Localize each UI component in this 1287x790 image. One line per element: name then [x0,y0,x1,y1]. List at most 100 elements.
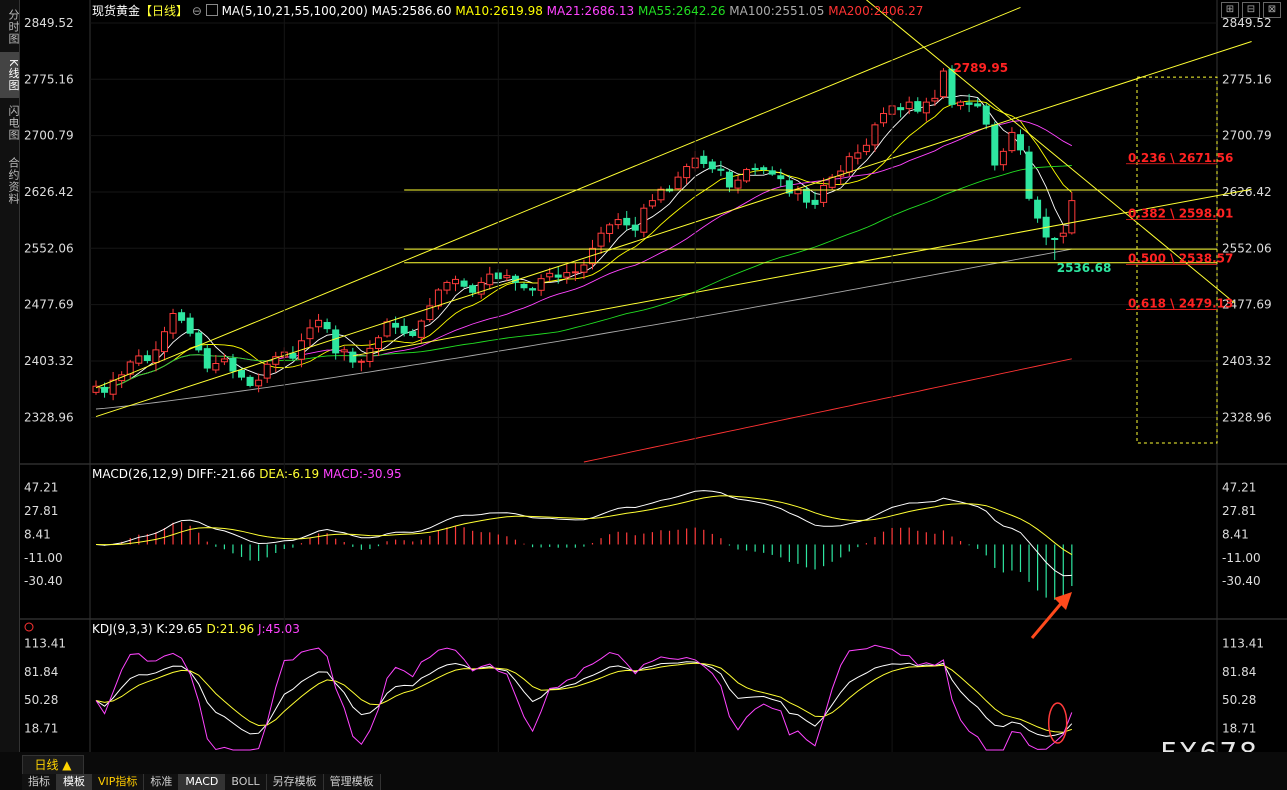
kdj-k: K:29.65 [156,622,203,636]
macd-header: MACD(26,12,9) DIFF:-21.66 DEA:-6.19 MACD… [92,467,402,481]
candle-body [374,337,382,349]
candle-body [109,379,117,395]
bottom-tab-4[interactable]: MACD [179,774,226,790]
macd-tick-right: -11.00 [1222,551,1261,565]
template-tabs: 指标 模板 VIP指标 标准 MACD BOLL 另存模板 管理模板 [22,774,381,790]
kdj-highlight-ellipse [1047,702,1068,744]
annotation-fib: 0.382 \ 2598.01 [1128,206,1233,220]
bottom-tab-3[interactable]: 标准 [144,774,180,790]
candle-body [469,285,477,293]
bottom-tab-2[interactable]: VIP指标 [92,774,145,790]
candle-body [520,283,528,289]
candle-body [537,278,545,291]
macd-tick-left: -11.00 [24,551,63,565]
candle-body [349,351,357,363]
candle-body [143,355,151,361]
price-tick-right: 2775.16 [1222,72,1272,86]
candle-body [383,321,391,337]
candle-body [674,176,682,190]
bottom-tab-7[interactable]: 管理模板 [323,774,381,790]
candle-body [195,332,203,351]
candle-body [845,156,853,173]
candle-body [820,184,828,203]
arrow-head-icon [1054,592,1072,610]
candle-body [734,179,742,189]
price-tick-left: 2328.96 [24,410,74,424]
ma-line-200 [583,358,1072,463]
candle-body [725,171,733,188]
macd-tick-right: 47.21 [1222,480,1256,494]
candle-body [263,363,271,379]
chart-area[interactable]: 2849.52 2849.52 2775.16 2775.16 2700.79 2700.… [20,0,1287,767]
candle-body [999,150,1007,166]
tab-timeshare[interactable]: 分时图 [7,9,20,45]
period-selector[interactable]: 日线 ▲ [22,755,84,775]
candle-body [982,105,990,125]
refresh-icon[interactable]: ⊖ [191,4,202,18]
price-tick-left: 2775.16 [24,72,74,86]
candle-body [357,360,365,363]
window-tools: ⊞ ⊟ ⊠ [1221,2,1281,18]
candle-body [871,124,879,146]
kdj-j-line [95,644,1073,751]
candle-body [708,161,716,170]
macd-diff: DIFF:-21.66 [186,467,256,481]
candle-body [743,169,751,182]
candle-body [597,232,605,247]
settings-icon[interactable] [205,4,218,16]
candle-body [631,224,639,231]
candle-body [880,112,888,124]
price-tick-right: 2477.69 [1222,298,1272,312]
candle-body [229,357,237,372]
candle-body [563,272,571,278]
candle-body [648,200,656,207]
candle-body [802,188,810,203]
annotation-low: 2536.68 [1057,261,1112,275]
candle-body [1068,200,1076,234]
price-tick-right: 2626.42 [1222,185,1272,199]
tab-contract-info[interactable]: 合约资料 [7,157,20,205]
candle-body [717,168,725,171]
bottom-tab-0[interactable]: 指标 [22,774,57,790]
annotation-high: 2789.95 [953,61,1008,75]
price-tick-right: 2403.32 [1222,354,1272,368]
bottom-tab-6[interactable]: 另存模板 [266,774,324,790]
split-icon[interactable]: ⊟ [1242,2,1260,18]
candle-body [246,376,254,386]
ma-line-55 [95,165,1072,390]
tab-candlestick[interactable]: K线图 [0,52,20,98]
price-tick-right: 2700.79 [1222,129,1272,143]
candle-body [178,312,186,321]
macd-dea: DEA:-6.19 [259,467,320,481]
candle-body [101,386,109,393]
price-tick-left: 2552.06 [24,241,74,255]
candle-body [606,224,614,234]
kdj-d: D:21.96 [206,622,255,636]
bottom-tab-1[interactable]: 模板 [57,774,92,790]
grid-icon[interactable]: ⊞ [1221,2,1239,18]
macd-tick-right: 8.41 [1222,527,1249,541]
ma-values: MA5:2586.60 MA10:2619.98 MA21:2686.13 MA… [372,4,924,18]
candle-body [92,385,100,393]
trend-line-1 [95,41,1252,418]
candle-body [426,305,434,321]
kdj-tick-right: 18.71 [1222,722,1256,736]
fib-box [1136,76,1218,444]
kdj-j: J:45.03 [257,622,300,636]
trend-line-0 [95,6,1021,389]
bottom-tab-5[interactable]: BOLL [225,774,267,790]
expand-icon[interactable]: ⊠ [1263,2,1281,18]
tab-flash-chart[interactable]: 闪电图 [7,105,20,141]
candle-body [1059,232,1067,237]
candle-body [948,68,956,105]
instrument-name: 现货黄金 [92,4,141,18]
price-tick-right: 2552.06 [1222,241,1272,255]
candle-body [683,166,691,179]
candle-body [443,281,451,291]
ma-value-1: MA10:2619.98 [455,4,547,18]
candle-body [289,352,297,359]
candle-body [272,356,280,365]
candle-body [529,288,537,291]
macd-settings: MACD(26,12,9) [92,467,184,481]
candle-body [623,217,631,226]
